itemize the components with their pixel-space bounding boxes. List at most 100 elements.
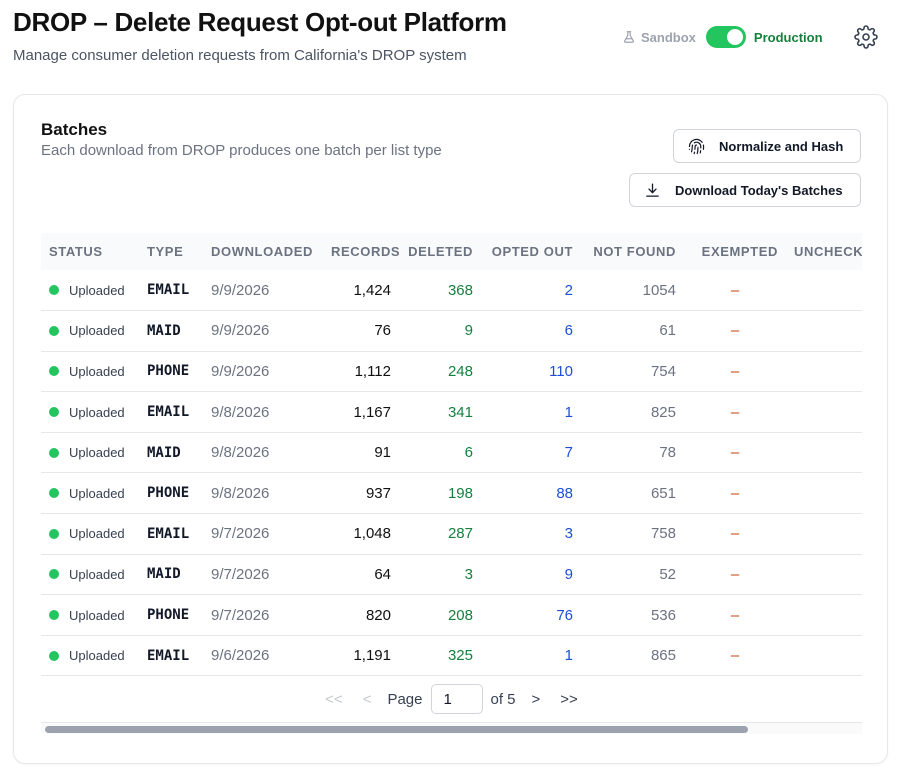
type-cell: MAID bbox=[147, 322, 181, 339]
column-header-status[interactable]: STATUS bbox=[49, 244, 103, 259]
status-text: Uploaded bbox=[69, 404, 125, 420]
exempted-cell: – bbox=[730, 484, 740, 502]
column-header-deleted[interactable]: DELETED bbox=[408, 244, 473, 259]
opted-out-cell[interactable]: 76 bbox=[556, 606, 573, 624]
opted-out-cell[interactable]: 2 bbox=[564, 281, 573, 299]
table-row[interactable]: Uploaded PHONE 9/8/2026 937 198 88 651 – bbox=[41, 473, 862, 514]
status-dot-icon bbox=[49, 447, 59, 458]
records-cell: 937 bbox=[365, 484, 391, 502]
table-header-row: STATUS TYPE DOWNLOADED RECORDS DELETED O… bbox=[41, 233, 862, 270]
not-found-cell: 865 bbox=[650, 647, 676, 665]
opted-out-cell[interactable]: 7 bbox=[564, 444, 573, 462]
exempted-cell: – bbox=[730, 647, 740, 665]
status-badge: Uploaded bbox=[49, 648, 131, 663]
table-row[interactable]: Uploaded PHONE 9/7/2026 820 208 76 536 – bbox=[41, 595, 862, 636]
type-cell: EMAIL bbox=[147, 282, 190, 299]
table-row[interactable]: Uploaded PHONE 9/9/2026 1,112 248 110 754 – bbox=[41, 351, 862, 392]
column-header-downloaded[interactable]: DOWNLOADED bbox=[211, 244, 314, 259]
batches-table: STATUS TYPE DOWNLOADED RECORDS DELETED O… bbox=[41, 233, 862, 676]
exempted-cell: – bbox=[730, 281, 740, 299]
gear-icon[interactable] bbox=[854, 25, 878, 49]
page-number-input[interactable] bbox=[430, 684, 483, 714]
exempted-cell: – bbox=[730, 606, 740, 624]
opted-out-cell[interactable]: 9 bbox=[564, 565, 573, 583]
status-badge: Uploaded bbox=[49, 608, 131, 623]
environment-switcher: Sandbox Production bbox=[622, 24, 823, 50]
last-page-button[interactable]: >> bbox=[560, 690, 578, 708]
opted-out-cell[interactable]: 110 bbox=[549, 362, 573, 380]
opted-out-cell[interactable]: 1 bbox=[564, 647, 573, 665]
download-todays-batches-button[interactable]: Download Today's Batches bbox=[629, 173, 861, 207]
unchecked-cell bbox=[786, 351, 862, 392]
opted-out-cell[interactable]: 3 bbox=[564, 525, 573, 543]
table-row[interactable]: Uploaded EMAIL 9/6/2026 1,191 325 1 865 – bbox=[41, 635, 862, 676]
normalize-button-label: Normalize and Hash bbox=[719, 138, 844, 154]
records-cell: 1,112 bbox=[354, 362, 391, 380]
not-found-cell: 825 bbox=[650, 403, 676, 421]
opted-out-cell[interactable]: 88 bbox=[556, 484, 573, 502]
status-text: Uploaded bbox=[69, 648, 125, 664]
deleted-cell: 9 bbox=[464, 322, 473, 340]
status-badge: Uploaded bbox=[49, 486, 131, 501]
table-row[interactable]: Uploaded MAID 9/7/2026 64 3 9 52 – bbox=[41, 554, 862, 595]
environment-toggle[interactable] bbox=[705, 26, 746, 48]
unchecked-cell bbox=[786, 514, 862, 555]
downloaded-cell: 9/9/2026 bbox=[211, 322, 270, 340]
column-header-exempted[interactable]: EXEMPTED bbox=[701, 244, 778, 259]
records-cell: 76 bbox=[374, 322, 391, 340]
table-row[interactable]: Uploaded MAID 9/9/2026 76 9 6 61 – bbox=[41, 311, 862, 352]
type-cell: EMAIL bbox=[147, 647, 190, 664]
status-badge: Uploaded bbox=[49, 445, 131, 460]
next-page-button[interactable]: > bbox=[531, 690, 541, 708]
download-icon bbox=[646, 182, 659, 197]
column-header-opted-out[interactable]: OPTED OUT bbox=[491, 244, 573, 259]
table-row[interactable]: Uploaded MAID 9/8/2026 91 6 7 78 – bbox=[41, 432, 862, 473]
column-header-type[interactable]: TYPE bbox=[147, 244, 184, 259]
status-text: Uploaded bbox=[69, 607, 125, 623]
table-row[interactable]: Uploaded EMAIL 9/8/2026 1,167 341 1 825 – bbox=[41, 392, 862, 433]
unchecked-cell bbox=[786, 595, 862, 636]
table-row[interactable]: Uploaded EMAIL 9/9/2026 1,424 368 2 1054 – bbox=[41, 270, 862, 311]
batches-table-container[interactable]: STATUS TYPE DOWNLOADED RECORDS DELETED O… bbox=[41, 233, 862, 678]
deleted-cell: 248 bbox=[447, 362, 473, 380]
first-page-button[interactable]: << bbox=[325, 690, 343, 708]
unchecked-cell bbox=[786, 392, 862, 433]
batches-title: Batches bbox=[41, 120, 108, 139]
column-header-records[interactable]: RECORDS bbox=[331, 244, 399, 259]
records-cell: 1,191 bbox=[353, 647, 391, 665]
horizontal-scrollbar[interactable] bbox=[41, 722, 862, 734]
records-cell: 64 bbox=[374, 565, 391, 583]
status-text: Uploaded bbox=[69, 323, 125, 339]
production-label[interactable]: Production bbox=[753, 29, 823, 45]
type-cell: EMAIL bbox=[147, 404, 190, 421]
status-dot-icon bbox=[49, 407, 59, 418]
page-subtitle: Manage consumer deletion requests from C… bbox=[13, 47, 467, 64]
batches-description: Each download from DROP produces one bat… bbox=[41, 142, 442, 159]
exempted-cell: – bbox=[730, 322, 740, 340]
downloaded-cell: 9/6/2026 bbox=[211, 647, 270, 665]
sandbox-option[interactable]: Sandbox bbox=[622, 30, 696, 45]
batches-card: Batches Each download from DROP produces… bbox=[13, 94, 888, 764]
opted-out-cell[interactable]: 1 bbox=[564, 403, 573, 421]
normalize-and-hash-button[interactable]: Normalize and Hash bbox=[673, 129, 861, 163]
status-badge: Uploaded bbox=[49, 364, 131, 379]
status-dot-icon bbox=[49, 366, 59, 377]
status-badge: Uploaded bbox=[49, 283, 131, 298]
not-found-cell: 536 bbox=[650, 606, 676, 624]
table-row[interactable]: Uploaded EMAIL 9/7/2026 1,048 287 3 758 – bbox=[41, 514, 862, 555]
records-cell: 91 bbox=[374, 444, 391, 462]
not-found-cell: 754 bbox=[650, 362, 676, 380]
fingerprint-icon bbox=[688, 138, 705, 154]
not-found-cell: 61 bbox=[659, 322, 676, 340]
column-header-unchecked[interactable]: UNCHECKED bbox=[794, 244, 862, 259]
pagination: << < Page of 5 > >> bbox=[14, 684, 887, 714]
opted-out-cell[interactable]: 6 bbox=[564, 322, 573, 340]
prev-page-button[interactable]: < bbox=[362, 690, 372, 708]
column-header-not-found[interactable]: NOT FOUND bbox=[593, 244, 676, 259]
downloaded-cell: 9/7/2026 bbox=[211, 606, 270, 624]
download-button-label: Download Today's Batches bbox=[675, 182, 843, 198]
status-text: Uploaded bbox=[69, 526, 125, 542]
not-found-cell: 78 bbox=[659, 444, 676, 462]
scrollbar-thumb[interactable] bbox=[45, 726, 748, 733]
unchecked-cell bbox=[786, 432, 862, 473]
